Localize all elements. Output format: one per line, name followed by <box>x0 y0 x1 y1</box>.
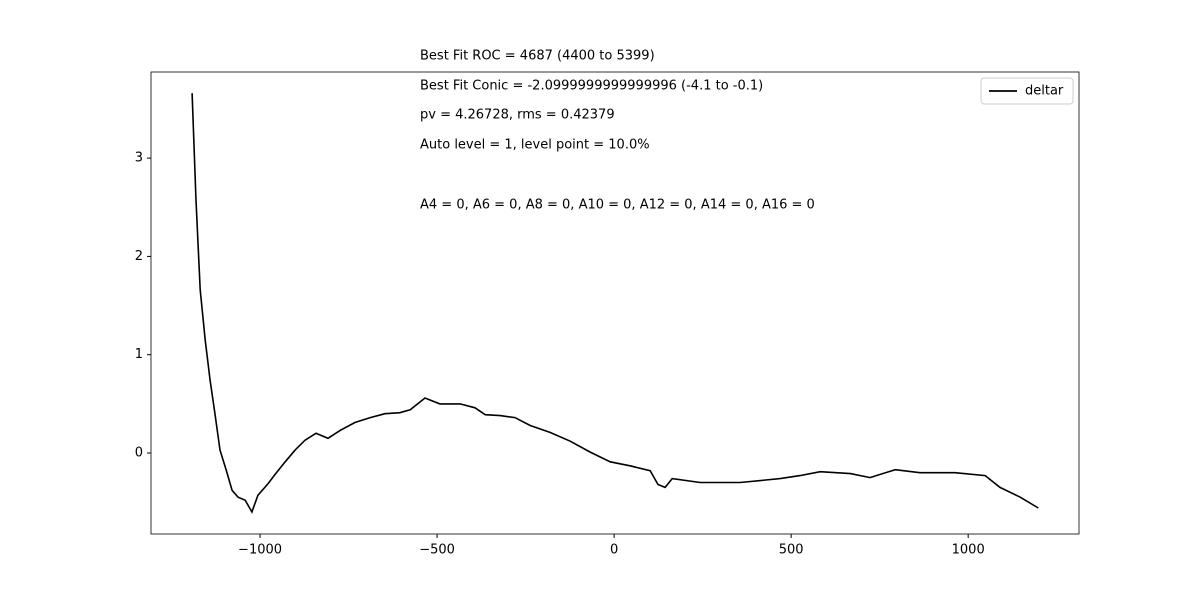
plot-frame <box>150 71 1080 535</box>
x-tick-label: 500 <box>779 543 804 558</box>
x-tick-label: 0 <box>610 543 618 558</box>
x-tick-label: −500 <box>419 543 455 558</box>
annotation: Auto level = 1, level point = 10.0% <box>420 138 650 153</box>
x-tick-label: 1000 <box>952 543 985 558</box>
legend-label: deltar <box>1025 84 1064 99</box>
data-line <box>191 93 1039 514</box>
annotation: Best Fit Conic = -2.0999999999999996 (-4… <box>420 79 763 94</box>
annotation: A4 = 0, A6 = 0, A8 = 0, A10 = 0, A12 = 0… <box>420 198 815 213</box>
annotation: Best Fit ROC = 4687 (4400 to 5399) <box>420 49 655 64</box>
y-tick-label: 1 <box>135 347 143 362</box>
y-tick-label: 0 <box>135 446 143 461</box>
y-tick-label: 3 <box>135 151 143 166</box>
y-tick-label: 2 <box>135 249 143 264</box>
annotation: pv = 4.26728, rms = 0.42379 <box>420 108 615 123</box>
x-tick-label: −1000 <box>238 543 282 558</box>
legend-box <box>980 77 1074 105</box>
